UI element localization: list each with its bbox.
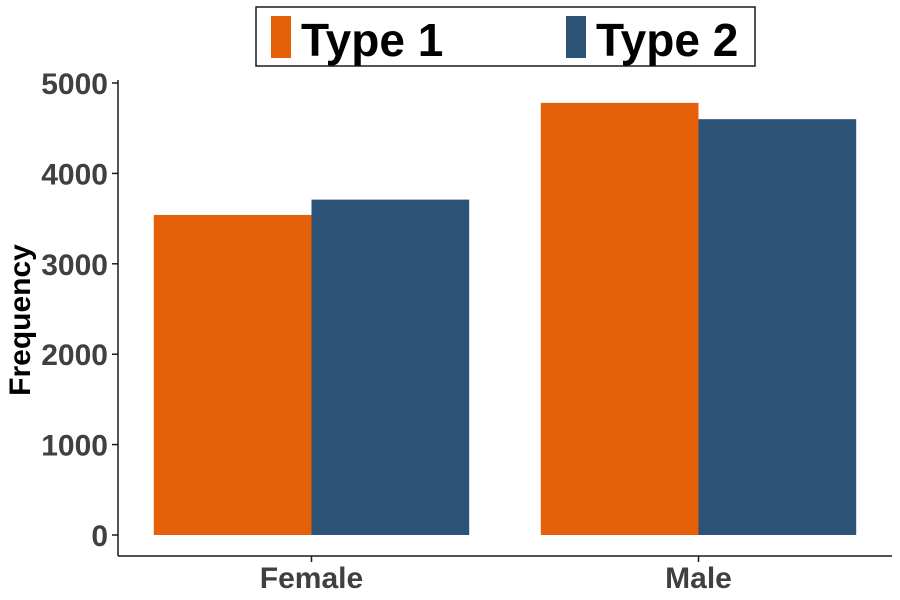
legend-swatch-type-1 <box>271 16 291 58</box>
y-axis-ticks: 0 1000 2000 3000 4000 5000 <box>41 68 118 553</box>
y-tick-label: 1000 <box>41 430 108 463</box>
x-tick-label-male: Male <box>665 562 732 595</box>
y-tick-label: 0 <box>91 520 108 553</box>
x-tick-label-female: Female <box>260 562 363 595</box>
bar-female-type-2 <box>311 199 470 535</box>
y-tick-label: 5000 <box>41 68 108 101</box>
x-axis-ticks: Female Male <box>260 556 732 595</box>
legend-swatch-type-2 <box>566 16 586 58</box>
bar-male-type-1 <box>540 102 699 535</box>
bars-group <box>153 102 857 536</box>
y-tick-label: 2000 <box>41 339 108 372</box>
legend: Type 1 Type 2 <box>255 6 756 67</box>
y-tick-label: 4000 <box>41 158 108 191</box>
legend-frame <box>255 6 756 67</box>
legend-label-type-1: Type 1 <box>301 14 443 66</box>
y-axis-title: Frequency <box>4 244 37 396</box>
y-tick-label: 3000 <box>41 249 108 282</box>
legend-label-type-2: Type 2 <box>596 14 738 66</box>
bar-female-type-1 <box>153 214 312 536</box>
bar-male-type-2 <box>698 119 857 535</box>
